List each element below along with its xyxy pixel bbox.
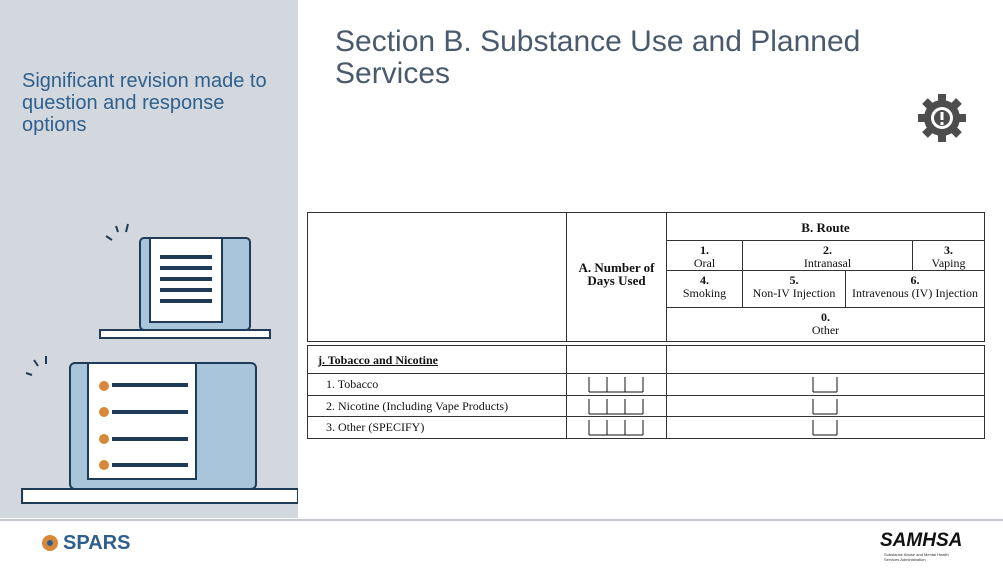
spars-logo: SPARS	[63, 532, 131, 554]
route-field	[666, 416, 985, 439]
laptop-illustration	[21, 223, 298, 504]
section-label: j. Tobacco and Nicotine	[307, 345, 567, 374]
field-blanks	[812, 377, 838, 393]
route-label: Oral	[693, 256, 716, 270]
field-blanks	[812, 398, 838, 414]
cell	[666, 345, 985, 374]
days-field	[566, 394, 667, 417]
sidebar: Significant revision made to question an…	[0, 0, 298, 518]
route-number: 0.	[821, 310, 830, 324]
route-number: 5.	[789, 273, 799, 287]
gear-icon	[918, 94, 966, 142]
route-label: Smoking	[682, 286, 727, 300]
spars-icon	[42, 535, 58, 551]
cell	[566, 345, 667, 374]
route-number: 4.	[700, 273, 709, 287]
field-blanks	[812, 420, 838, 436]
route-cell: 6. Intravenous (IV) Injection	[845, 270, 985, 308]
route-field	[666, 373, 985, 396]
days-header: A. Number of Days Used	[566, 212, 667, 342]
footer-rule	[0, 519, 1003, 521]
route-cell: 2. Intranasal	[742, 240, 913, 271]
route-number: 2.	[823, 243, 832, 257]
days-field	[566, 416, 667, 439]
route-label: Intranasal	[803, 256, 852, 270]
samhsa-logo: SAMHSA	[880, 530, 963, 551]
days-field	[566, 373, 667, 396]
field-blanks	[588, 398, 644, 414]
row-label: 1. Tobacco	[307, 373, 567, 396]
route-number: 3.	[944, 243, 953, 257]
samhsa-subtitle: Substance Abuse and Mental Health Servic…	[884, 552, 949, 562]
sidebar-note: Significant revision made to question an…	[22, 70, 267, 136]
route-cell: 5. Non-IV Injection	[742, 270, 846, 308]
row-label: 2. Nicotine (Including Vape Products)	[307, 394, 567, 417]
route-label: Other	[811, 323, 840, 337]
row-label: 3. Other (SPECIFY)	[307, 416, 567, 439]
route-cell: 4. Smoking	[666, 270, 743, 308]
route-header: B. Route	[666, 212, 985, 241]
route-cell: 0. Other	[666, 307, 985, 342]
route-number: 1.	[700, 243, 709, 257]
route-label: Intravenous (IV) Injection	[852, 286, 978, 300]
blank-header	[307, 212, 567, 342]
route-label: Non-IV Injection	[752, 286, 836, 300]
route-label: Vaping	[931, 256, 966, 270]
route-number: 6.	[910, 273, 920, 287]
route-cell: 1. Oral	[666, 240, 743, 271]
field-blanks	[588, 420, 644, 436]
route-cell: 3. Vaping	[912, 240, 985, 271]
field-blanks	[588, 377, 644, 393]
route-field	[666, 394, 985, 417]
slide-title: Section B. Substance Use and Planned Ser…	[335, 25, 861, 90]
